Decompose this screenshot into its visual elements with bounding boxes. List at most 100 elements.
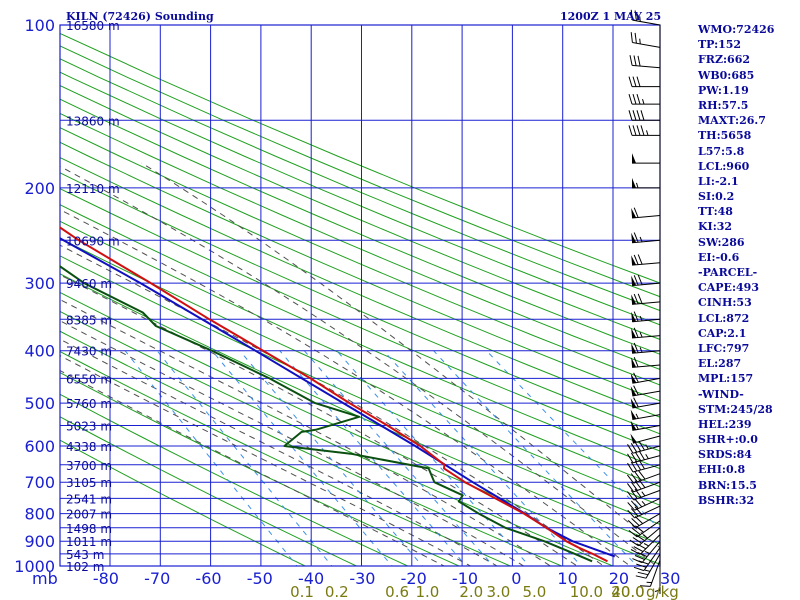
mixing-ratio-line xyxy=(156,350,333,566)
barb-half-flag xyxy=(645,444,649,450)
barb-flag xyxy=(636,543,647,550)
moist-adiabat xyxy=(60,320,525,566)
barb-half-flag xyxy=(639,332,643,338)
wind-barb xyxy=(632,153,660,164)
index-item: EHI:0.8 xyxy=(698,463,746,477)
height-label: 6550 m xyxy=(66,372,112,386)
barb-shaft xyxy=(643,547,661,571)
index-item: LI:-2.1 xyxy=(698,174,739,188)
barb-flag xyxy=(630,481,638,491)
index-item: TP:152 xyxy=(698,38,742,52)
barb-flag xyxy=(630,32,633,43)
barb-flag xyxy=(631,527,641,535)
pressure-tick-label: 600 xyxy=(24,437,55,456)
wind-barb xyxy=(630,534,661,555)
dry-adiabat xyxy=(60,141,660,402)
barb-half-flag xyxy=(639,315,643,322)
dry-adiabat xyxy=(60,172,660,435)
wind-barb xyxy=(630,397,661,409)
barb-flag xyxy=(633,357,639,368)
wind-barb xyxy=(627,440,661,454)
barb-half-flag xyxy=(642,98,645,105)
barb-flag xyxy=(628,93,633,105)
dry-adiabat xyxy=(60,416,358,566)
grid xyxy=(59,24,661,567)
barb-shaft xyxy=(632,402,661,409)
wind-barb xyxy=(627,450,661,464)
pressure-tick-label: 200 xyxy=(24,179,55,198)
moist-adiabat xyxy=(60,209,631,566)
barb-half-flag xyxy=(639,347,643,353)
mixing-ratio-tick-label: 10.0 xyxy=(570,583,603,600)
moist-adiabat xyxy=(60,165,658,566)
mixing-ratio-line xyxy=(303,350,495,566)
barb-half-flag xyxy=(641,491,646,497)
barb-flag xyxy=(634,471,642,481)
dry-adiabat xyxy=(60,188,660,452)
barb-shaft xyxy=(632,414,661,420)
pressure-tick-label: 700 xyxy=(24,473,55,492)
index-item: LFC:797 xyxy=(698,341,750,355)
barb-flag xyxy=(636,110,641,121)
index-item: SRDS:84 xyxy=(698,448,752,462)
barb-shaft xyxy=(649,559,661,587)
barb-flag xyxy=(635,575,647,579)
barb-pennant xyxy=(631,294,637,305)
barb-pennant xyxy=(631,255,637,266)
temperature-tick-label: 30 xyxy=(660,569,680,588)
barb-flag xyxy=(633,397,639,408)
mixing-ratio-line xyxy=(124,350,298,566)
barb-flag xyxy=(627,444,634,454)
barb-half-flag xyxy=(639,236,643,243)
barb-flag xyxy=(637,55,641,67)
index-item: HEL:239 xyxy=(698,417,752,431)
barb-flag xyxy=(627,474,635,484)
wind-barb xyxy=(654,566,661,594)
temperature-tick-label: -60 xyxy=(195,569,221,588)
mixing-ratio-tick-label: 3.0 xyxy=(486,583,510,600)
dry-adiabat xyxy=(60,291,660,565)
barb-pennant xyxy=(632,177,636,188)
wind-barb xyxy=(628,125,660,136)
temperature-trace xyxy=(60,226,608,563)
barb-half-flag xyxy=(644,569,651,572)
temperature-tick-label: 20 xyxy=(609,569,629,588)
barb-shaft xyxy=(632,19,661,26)
barb-flag xyxy=(627,502,635,511)
index-item: L57:5.8 xyxy=(698,144,745,158)
dry-adiabat xyxy=(60,85,660,340)
wind-barb xyxy=(631,293,661,305)
barb-shaft xyxy=(632,42,661,48)
barb-shaft xyxy=(632,425,661,431)
moist-adiabat xyxy=(60,369,446,566)
barb-flag xyxy=(637,571,649,576)
barb-shaft xyxy=(632,335,661,339)
temperature-tick-label: -50 xyxy=(247,569,273,588)
index-item: STM:245/28 xyxy=(698,402,773,416)
height-label: 10690 m xyxy=(66,234,120,248)
barb-shaft xyxy=(633,473,661,484)
barb-pennant xyxy=(630,398,637,408)
moist-adiabat xyxy=(60,274,578,566)
barb-shaft xyxy=(632,239,661,244)
barb-flag xyxy=(633,275,639,286)
wind-barb xyxy=(627,470,661,484)
height-label: 8385 m xyxy=(66,313,112,327)
indices-panel: WMO:72426 TP:152 FRZ:662 WB0:685 PW:1.19 RH:5… xyxy=(698,22,798,508)
barb-flag xyxy=(638,440,645,451)
barb-pennant xyxy=(631,343,637,354)
pressure-tick-label: 500 xyxy=(24,394,55,413)
mixing-ratio-tick-label: 0.6 xyxy=(385,583,409,600)
barb-flag xyxy=(630,473,638,483)
wind-barb xyxy=(631,327,661,339)
barb-flag xyxy=(632,125,637,136)
dry-adiabat xyxy=(60,255,660,525)
height-label: 9460 m xyxy=(66,277,112,291)
wind-barb xyxy=(630,32,661,48)
wind-barb xyxy=(631,342,661,354)
barb-flag xyxy=(630,461,638,472)
barb-flag xyxy=(627,453,634,464)
barb-flag xyxy=(634,498,643,508)
height-label: 3700 m xyxy=(66,459,112,473)
barb-flag xyxy=(636,76,641,87)
